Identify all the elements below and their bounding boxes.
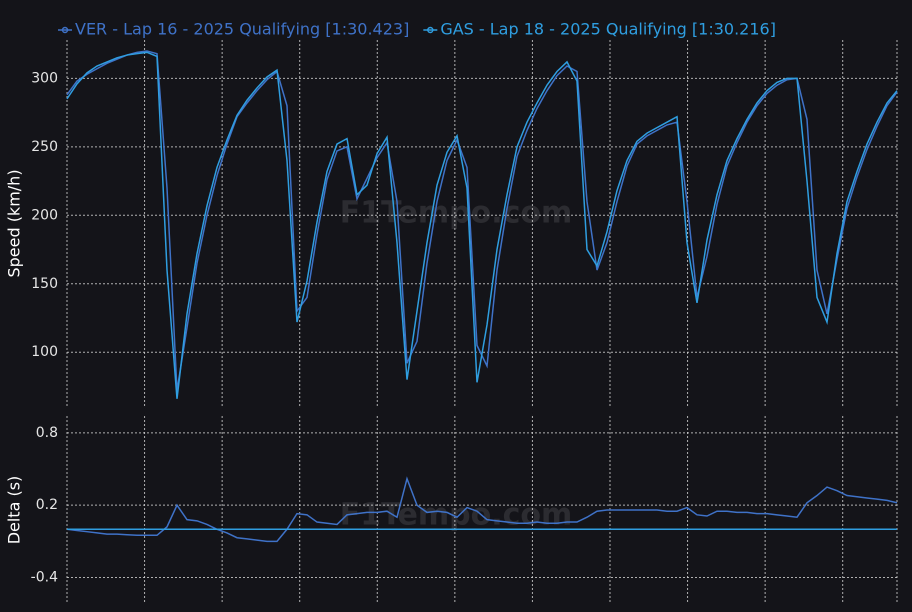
y-tick-label: 0.8 xyxy=(36,425,58,441)
y-tick-label: 150 xyxy=(31,276,58,292)
y-tick-label: 0.2 xyxy=(36,497,58,513)
y-axis-label: Delta (s) xyxy=(5,476,24,545)
legend-marker xyxy=(427,26,434,34)
watermark: F1Tempo.com xyxy=(340,196,573,231)
y-tick-label: 250 xyxy=(31,139,58,155)
y-tick-label: 200 xyxy=(31,207,58,223)
legend-label: GAS - Lap 18 - 2025 Qualifying [1:30.216… xyxy=(440,20,776,39)
y-tick-label: -0.4 xyxy=(31,569,58,585)
legend-marker xyxy=(61,26,69,34)
y-tick-label: 100 xyxy=(31,344,58,360)
series-line xyxy=(66,476,898,543)
y-axis-label: Speed (km/h) xyxy=(5,169,24,277)
legend-label: VER - Lap 16 - 2025 Qualifying [1:30.423… xyxy=(75,20,409,39)
series-line xyxy=(66,51,898,399)
watermark: F1Tempo.com xyxy=(340,498,573,533)
y-tick-label: 300 xyxy=(31,70,58,86)
